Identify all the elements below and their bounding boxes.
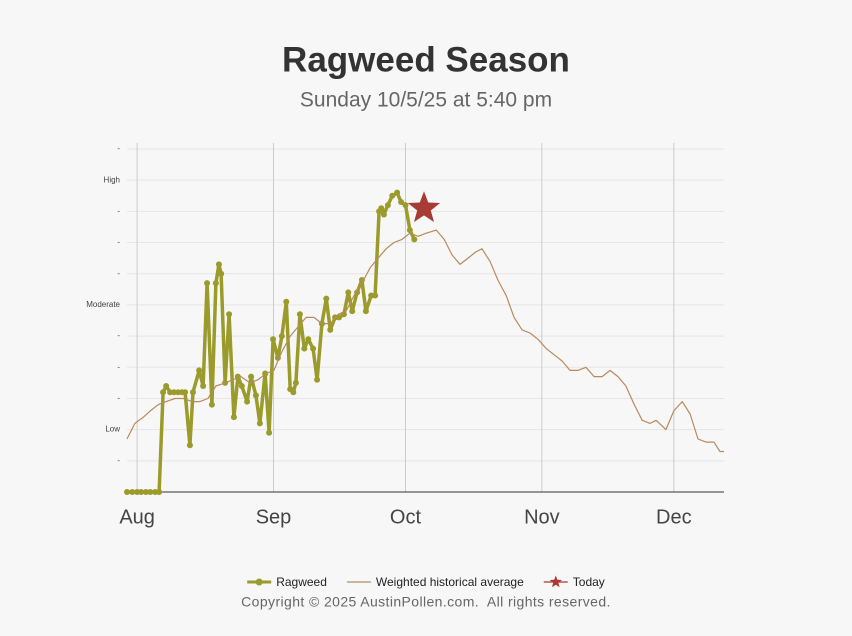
data-point: [124, 489, 130, 495]
data-point: [301, 345, 308, 352]
data-point: [345, 289, 352, 296]
data-point: [218, 270, 225, 277]
data-point: [406, 227, 413, 234]
data-point: [142, 489, 149, 495]
x-tick-label: Oct: [390, 506, 422, 528]
data-point: [292, 379, 299, 386]
data-point: [314, 376, 321, 383]
y-tick-label: -: [117, 238, 120, 247]
data-point: [389, 192, 396, 199]
y-tick-label: -: [117, 269, 120, 278]
data-point: [362, 308, 369, 315]
y-tick-label: High: [104, 175, 120, 184]
data-point: [323, 295, 330, 302]
data-point: [156, 489, 163, 495]
y-tick-label: -: [117, 362, 120, 371]
legend-label: Ragweed: [276, 575, 327, 589]
data-point: [204, 280, 211, 287]
chart-title: Ragweed Season: [282, 40, 570, 79]
data-point: [244, 398, 251, 405]
data-point: [138, 489, 145, 495]
legend-item: Ragweed: [247, 575, 327, 589]
x-tick-label: Sep: [256, 506, 292, 528]
data-point: [230, 414, 237, 421]
data-point: [212, 280, 219, 287]
data-point: [200, 382, 207, 389]
data-point: [182, 389, 189, 396]
data-point: [327, 326, 334, 333]
y-tick-label: -: [117, 144, 120, 153]
data-point: [256, 420, 263, 427]
today-marker: [407, 191, 441, 222]
data-point: [266, 429, 273, 436]
data-point: [238, 382, 245, 389]
data-point: [252, 392, 259, 399]
data-point: [394, 189, 401, 196]
x-tick-label: Dec: [656, 506, 692, 528]
legend-item: Weighted historical average: [346, 575, 524, 589]
data-point: [270, 336, 277, 343]
legend-item: Today: [543, 575, 605, 589]
data-point: [380, 211, 387, 218]
y-tick-label: Moderate: [86, 300, 120, 309]
data-point: [208, 401, 215, 408]
legend-swatch: [549, 575, 562, 588]
data-point: [226, 311, 233, 318]
data-point: [290, 389, 297, 396]
data-point: [147, 489, 154, 495]
legend-swatch: [255, 578, 263, 586]
y-tick-label: -: [117, 206, 120, 215]
data-point: [411, 236, 418, 243]
x-tick-label: Nov: [524, 506, 560, 528]
y-tick-label: -: [117, 394, 120, 403]
data-point: [215, 261, 222, 268]
data-point: [372, 292, 379, 299]
data-point: [248, 373, 255, 380]
y-tick-label: Low: [105, 425, 120, 434]
data-point: [278, 333, 285, 340]
footer: Copyright © 2025 AustinPollen.com. All r…: [241, 594, 611, 610]
legend: Ragweed Weighted historical average Today: [247, 575, 605, 589]
data-point: [384, 202, 391, 209]
data-point: [296, 311, 303, 318]
data-point: [378, 205, 385, 212]
legend-label: Weighted historical average: [376, 575, 524, 589]
data-point: [402, 202, 409, 209]
data-point: [305, 336, 312, 343]
legend-label: Today: [573, 575, 605, 589]
series-line: [126, 229, 724, 453]
data-point: [189, 389, 196, 396]
plot-area: - Low - - - Moderate - - - High - Aug Sep Oct Nov Dec: [86, 143, 724, 528]
x-tick-label: Aug: [119, 506, 155, 528]
y-tick-label: -: [117, 331, 120, 340]
y-tick-label: -: [117, 456, 120, 465]
data-point: [398, 199, 405, 206]
data-point: [283, 298, 290, 305]
data-point: [129, 489, 136, 495]
data-point: [163, 382, 170, 389]
data-point: [160, 389, 167, 396]
chart-subtitle: Sunday 10/5/25 at 5:40 pm: [300, 89, 552, 112]
data-point: [186, 442, 193, 449]
data-point: [196, 367, 203, 374]
data-point: [310, 345, 317, 352]
data-point: [349, 308, 356, 315]
